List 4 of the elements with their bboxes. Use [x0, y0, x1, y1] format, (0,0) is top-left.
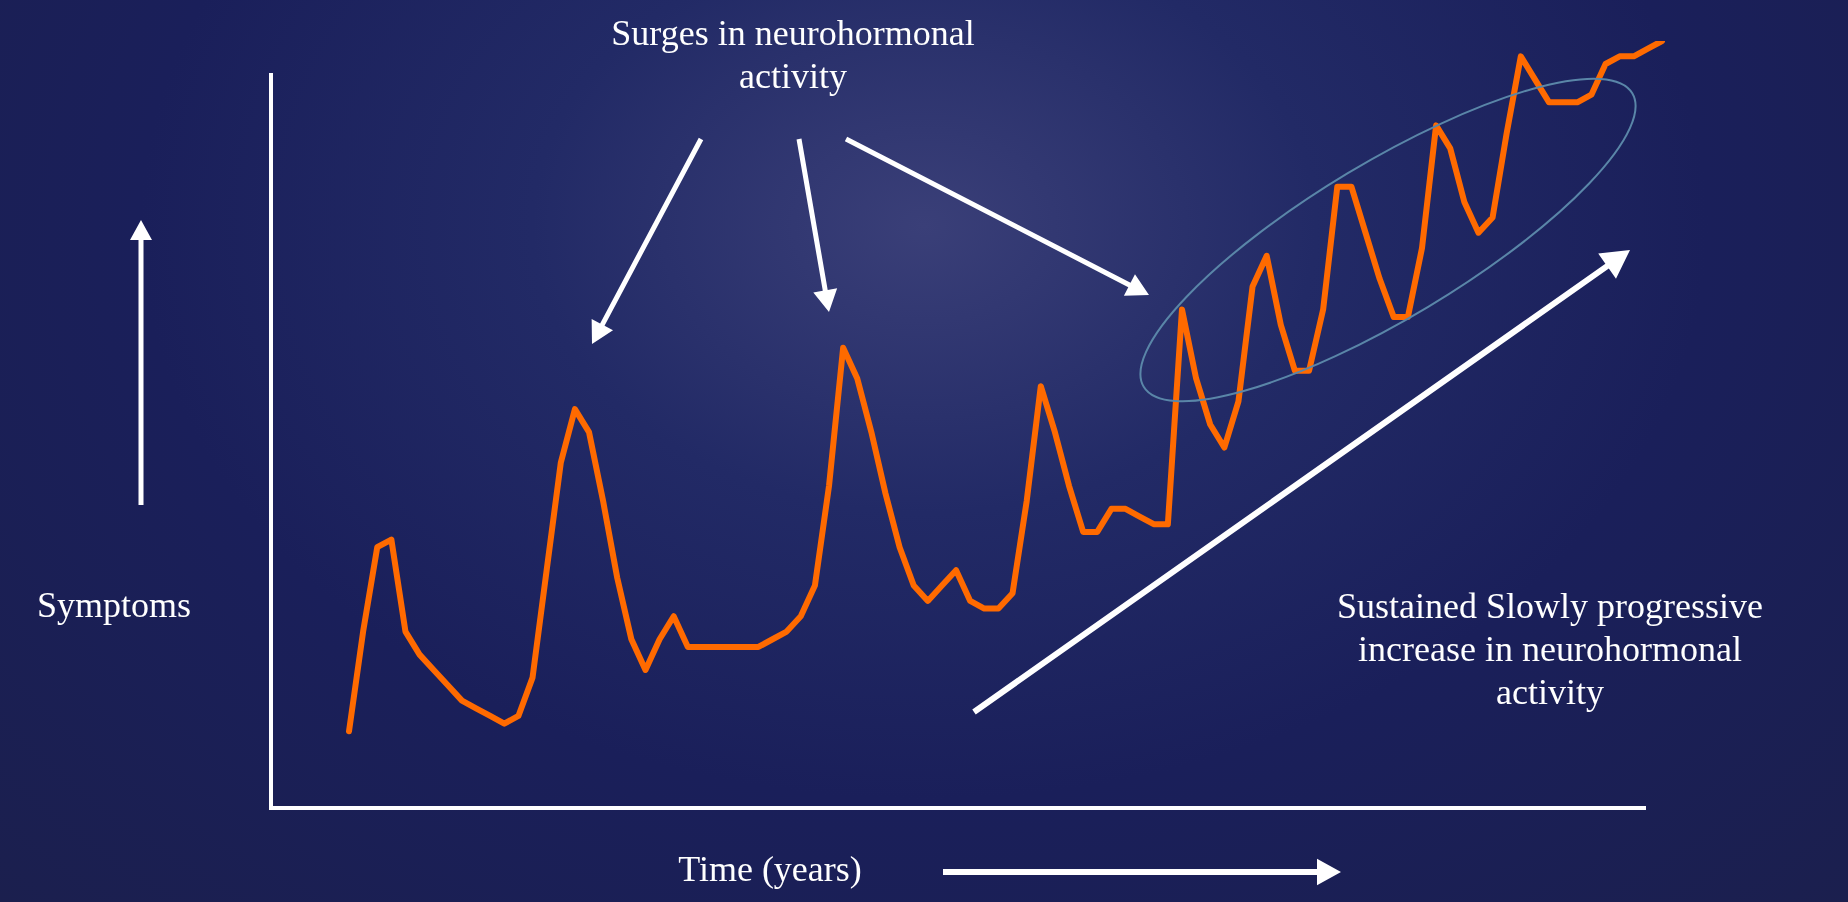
y-axis-title: Symptoms [35, 584, 192, 627]
annotation: Surges in neurohormonal activity [610, 12, 976, 99]
x-axis-title: Time (years) [677, 848, 863, 891]
annotation: Sustained Slowly progressive increase in neurohormonal activity [1336, 585, 1764, 715]
